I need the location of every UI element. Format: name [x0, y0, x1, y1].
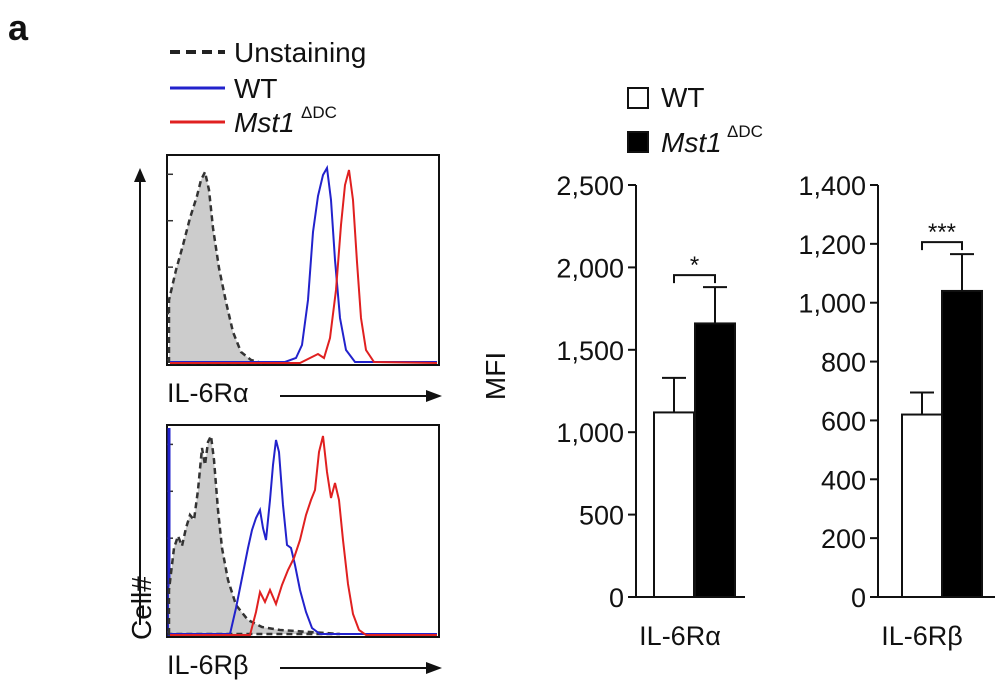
bar-legend-item-mst1: Mst1 ΔDC: [627, 122, 763, 158]
legend-item-mst1: Mst1 ΔDC: [170, 103, 337, 138]
y-tick-label: 800: [821, 348, 866, 378]
y-tick-label: 0: [851, 583, 866, 613]
bar-legend-label-wt: WT: [661, 82, 705, 113]
legend-superscript-mst1: ΔDC: [301, 103, 337, 122]
histogram-bottom-xlabel: IL-6Rβ: [167, 650, 249, 680]
histogram-bottom-unstaining-area: [167, 431, 341, 636]
histogram-top-unstaining-area: [167, 168, 263, 365]
y-axis-label: MFI: [480, 352, 511, 400]
category-label: IL-6Rβ: [881, 621, 963, 651]
histogram-top-xlabel: IL-6Rα: [167, 378, 249, 408]
histogram-top-wt-curve: [170, 164, 437, 363]
y-tick-label: 200: [821, 524, 866, 554]
bar-wt: [653, 411, 695, 599]
bar-legend: WT Mst1 ΔDC: [627, 82, 763, 158]
histogram-top: IL-6Rα: [166, 154, 442, 408]
significance-bracket: [673, 274, 716, 284]
histogram-bottom: IL-6Rβ: [166, 424, 442, 680]
significance-label: ***: [928, 219, 956, 246]
bar-legend-label-mst1: Mst1: [661, 127, 722, 158]
y-tick-label: 2,500: [556, 171, 624, 201]
legend-label-mst1: Mst1: [234, 107, 295, 138]
bar-legend-item-wt: WT: [627, 82, 705, 113]
y-tick-label: 1,000: [556, 418, 624, 448]
histogram-top-mst1-curve: [170, 169, 438, 364]
legend-item-unstaining: Unstaining: [170, 37, 366, 68]
bar-chart-il6rb: 0 200 400 600 800 1,000 1,200 1,400 *** IL-6Rβ: [798, 171, 995, 651]
category-label: IL-6Rα: [639, 621, 721, 651]
bar-chart-il6ra: 0 500 1,000 1,500 2,000 2,500 * IL-6Rα MFI: [480, 171, 745, 651]
y-tick-label: 0: [609, 583, 624, 613]
y-tick-label: 1,200: [798, 230, 866, 260]
bar-wt: [901, 413, 943, 598]
bar-legend-swatch-mst1: [627, 131, 649, 153]
bar-legend-swatch-wt: [627, 87, 649, 109]
legend-label-wt: WT: [234, 73, 278, 104]
histogram-y-axis: Cell#: [126, 168, 157, 640]
y-tick-label: 400: [821, 465, 866, 495]
histogram-legend: Unstaining WT Mst1 ΔDC: [170, 37, 366, 138]
y-tick-label: 600: [821, 406, 866, 436]
histogram-bottom-wt-curve: [170, 439, 437, 635]
legend-item-wt: WT: [170, 73, 278, 104]
histogram-bottom-mst1-curve: [170, 435, 437, 636]
significance-bracket: [921, 241, 963, 251]
y-tick-label: 2,000: [556, 253, 624, 283]
significance-label: *: [690, 252, 699, 279]
y-tick-label: 500: [579, 501, 624, 531]
panel-label: a: [8, 7, 29, 48]
bar-legend-superscript-mst1: ΔDC: [727, 122, 763, 141]
y-tick-label: 1,400: [798, 171, 866, 201]
legend-label-unstaining: Unstaining: [234, 37, 366, 68]
bar-mst1: [694, 322, 736, 598]
y-tick-label: 1,000: [798, 289, 866, 319]
y-tick-label: 1,500: [556, 336, 624, 366]
bar-mst1: [941, 289, 983, 598]
histogram-y-label: Cell#: [126, 576, 157, 640]
